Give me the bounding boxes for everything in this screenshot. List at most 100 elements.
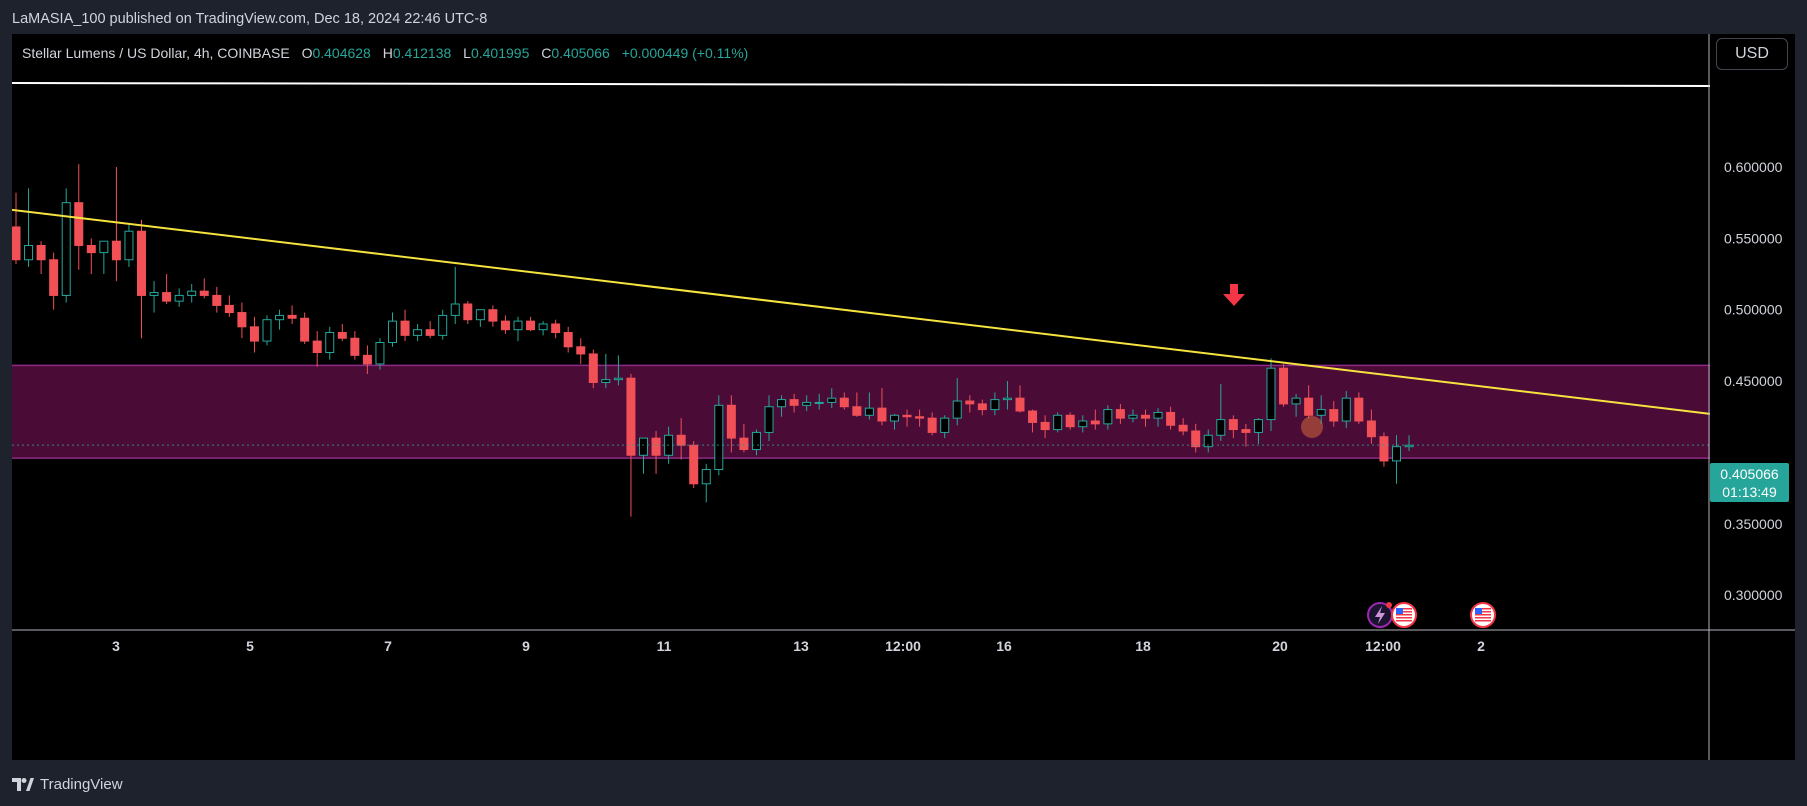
- candle-body: [49, 259, 59, 296]
- candle-body: [86, 244, 96, 254]
- candle-body: [325, 332, 335, 354]
- candle-body: [312, 340, 322, 354]
- candle-body: [187, 290, 197, 296]
- candle-body: [1002, 397, 1012, 401]
- candle-body: [651, 437, 661, 456]
- candle-body: [287, 314, 297, 319]
- candle-body: [111, 240, 121, 261]
- candle-body: [1078, 420, 1088, 428]
- time-tick-label: 12:00: [1365, 638, 1401, 654]
- candle-body: [212, 294, 222, 306]
- candle-body: [149, 292, 159, 296]
- close-value: 0.405066: [551, 45, 610, 61]
- candle-body: [36, 244, 46, 261]
- candle-body: [902, 414, 912, 418]
- candle-body: [1015, 397, 1025, 412]
- candle-body: [1191, 430, 1201, 448]
- us-flag-event-icon[interactable]: [1391, 602, 1417, 628]
- candle-body: [1404, 444, 1414, 448]
- candle-body: [789, 399, 799, 406]
- candle-body: [1040, 421, 1050, 431]
- tradingview-logo-icon: [12, 777, 34, 791]
- candle-body: [388, 320, 397, 344]
- candle-body: [764, 406, 774, 433]
- open-value: 0.404628: [312, 45, 371, 61]
- publish-header: LaMASIA_100 published on TradingView.com…: [0, 0, 1807, 34]
- candle-body: [952, 400, 962, 419]
- candle-body: [714, 404, 724, 471]
- candle-body: [1115, 409, 1125, 419]
- candle-body: [249, 326, 259, 342]
- brand-name: TradingView: [40, 776, 123, 793]
- candle-body: [174, 294, 184, 302]
- time-tick-label: 11: [657, 638, 672, 654]
- candle-body: [74, 202, 84, 246]
- low-value: 0.401995: [470, 45, 530, 61]
- candle-body: [814, 401, 824, 404]
- price-tick-label: 0.350000: [1724, 516, 1783, 532]
- candle-body: [864, 407, 874, 416]
- candle-body: [701, 469, 711, 485]
- candle-body: [588, 353, 598, 383]
- candle-body: [1203, 434, 1213, 448]
- candle-body: [463, 303, 473, 321]
- candle-body: [275, 314, 285, 321]
- candle-body: [1241, 429, 1251, 433]
- time-tick-label: 5: [246, 638, 254, 654]
- candle-body: [551, 323, 561, 334]
- candle-body: [852, 406, 862, 416]
- time-tick-label: 7: [384, 638, 392, 654]
- change-value: +0.000449 (+0.11%): [621, 45, 749, 61]
- candle-body: [99, 240, 109, 254]
- candle-body: [626, 377, 636, 456]
- candle-body: [400, 320, 410, 336]
- last-price-value: 0.405066: [1720, 466, 1779, 482]
- candle-body: [689, 444, 699, 485]
- candle-body: [940, 417, 950, 433]
- sell-arrow-icon: [1223, 284, 1245, 306]
- candle-body: [877, 407, 887, 422]
- us-flag-event-icon[interactable]: [1470, 602, 1496, 628]
- price-chart[interactable]: 0.600000 0.550000 0.500000 0.450000 0.350000…: [12, 34, 1795, 760]
- candle-body: [563, 332, 573, 348]
- candle-body: [488, 309, 498, 322]
- descending-trendline[interactable]: [12, 208, 1711, 415]
- candle-body: [500, 320, 510, 331]
- candle-body: [538, 323, 548, 331]
- candle-body: [739, 437, 749, 451]
- candle-body: [802, 401, 812, 406]
- candle-body: [162, 292, 172, 302]
- high-label: H: [382, 45, 393, 61]
- candle-body: [475, 309, 485, 321]
- candle-body: [438, 314, 448, 336]
- currency-button[interactable]: USD: [1716, 38, 1788, 70]
- candle-body: [977, 403, 987, 411]
- candle-body: [224, 304, 234, 314]
- chart-area[interactable]: 0.600000 0.550000 0.500000 0.450000 0.350000…: [12, 34, 1795, 760]
- candle-body: [777, 399, 787, 408]
- resistance-line[interactable]: [12, 82, 1711, 87]
- candle-body: [1266, 367, 1276, 421]
- candle-body: [413, 329, 423, 336]
- time-tick-label: 2: [1477, 638, 1485, 654]
- candle-body: [350, 337, 360, 356]
- candle-body: [827, 397, 837, 403]
- candle-body: [890, 414, 899, 422]
- candle-body: [513, 320, 523, 331]
- lightning-event-icon[interactable]: [1367, 602, 1393, 628]
- candle-body: [1141, 414, 1150, 419]
- tradingview-logo[interactable]: TradingView: [12, 776, 123, 793]
- candle-body: [450, 303, 460, 316]
- candle-body: [375, 342, 385, 365]
- candle-body: [124, 230, 134, 261]
- candle-body: [1316, 409, 1326, 416]
- candle-body: [1291, 397, 1301, 405]
- candle-body: [990, 399, 1000, 411]
- high-value: 0.412138: [392, 45, 452, 61]
- price-tick-label: 0.500000: [1724, 302, 1783, 318]
- candle-body: [362, 354, 372, 365]
- candle-body: [199, 290, 209, 296]
- candle-body: [1379, 436, 1389, 462]
- candle-body: [1128, 414, 1138, 419]
- candle-body: [751, 431, 761, 451]
